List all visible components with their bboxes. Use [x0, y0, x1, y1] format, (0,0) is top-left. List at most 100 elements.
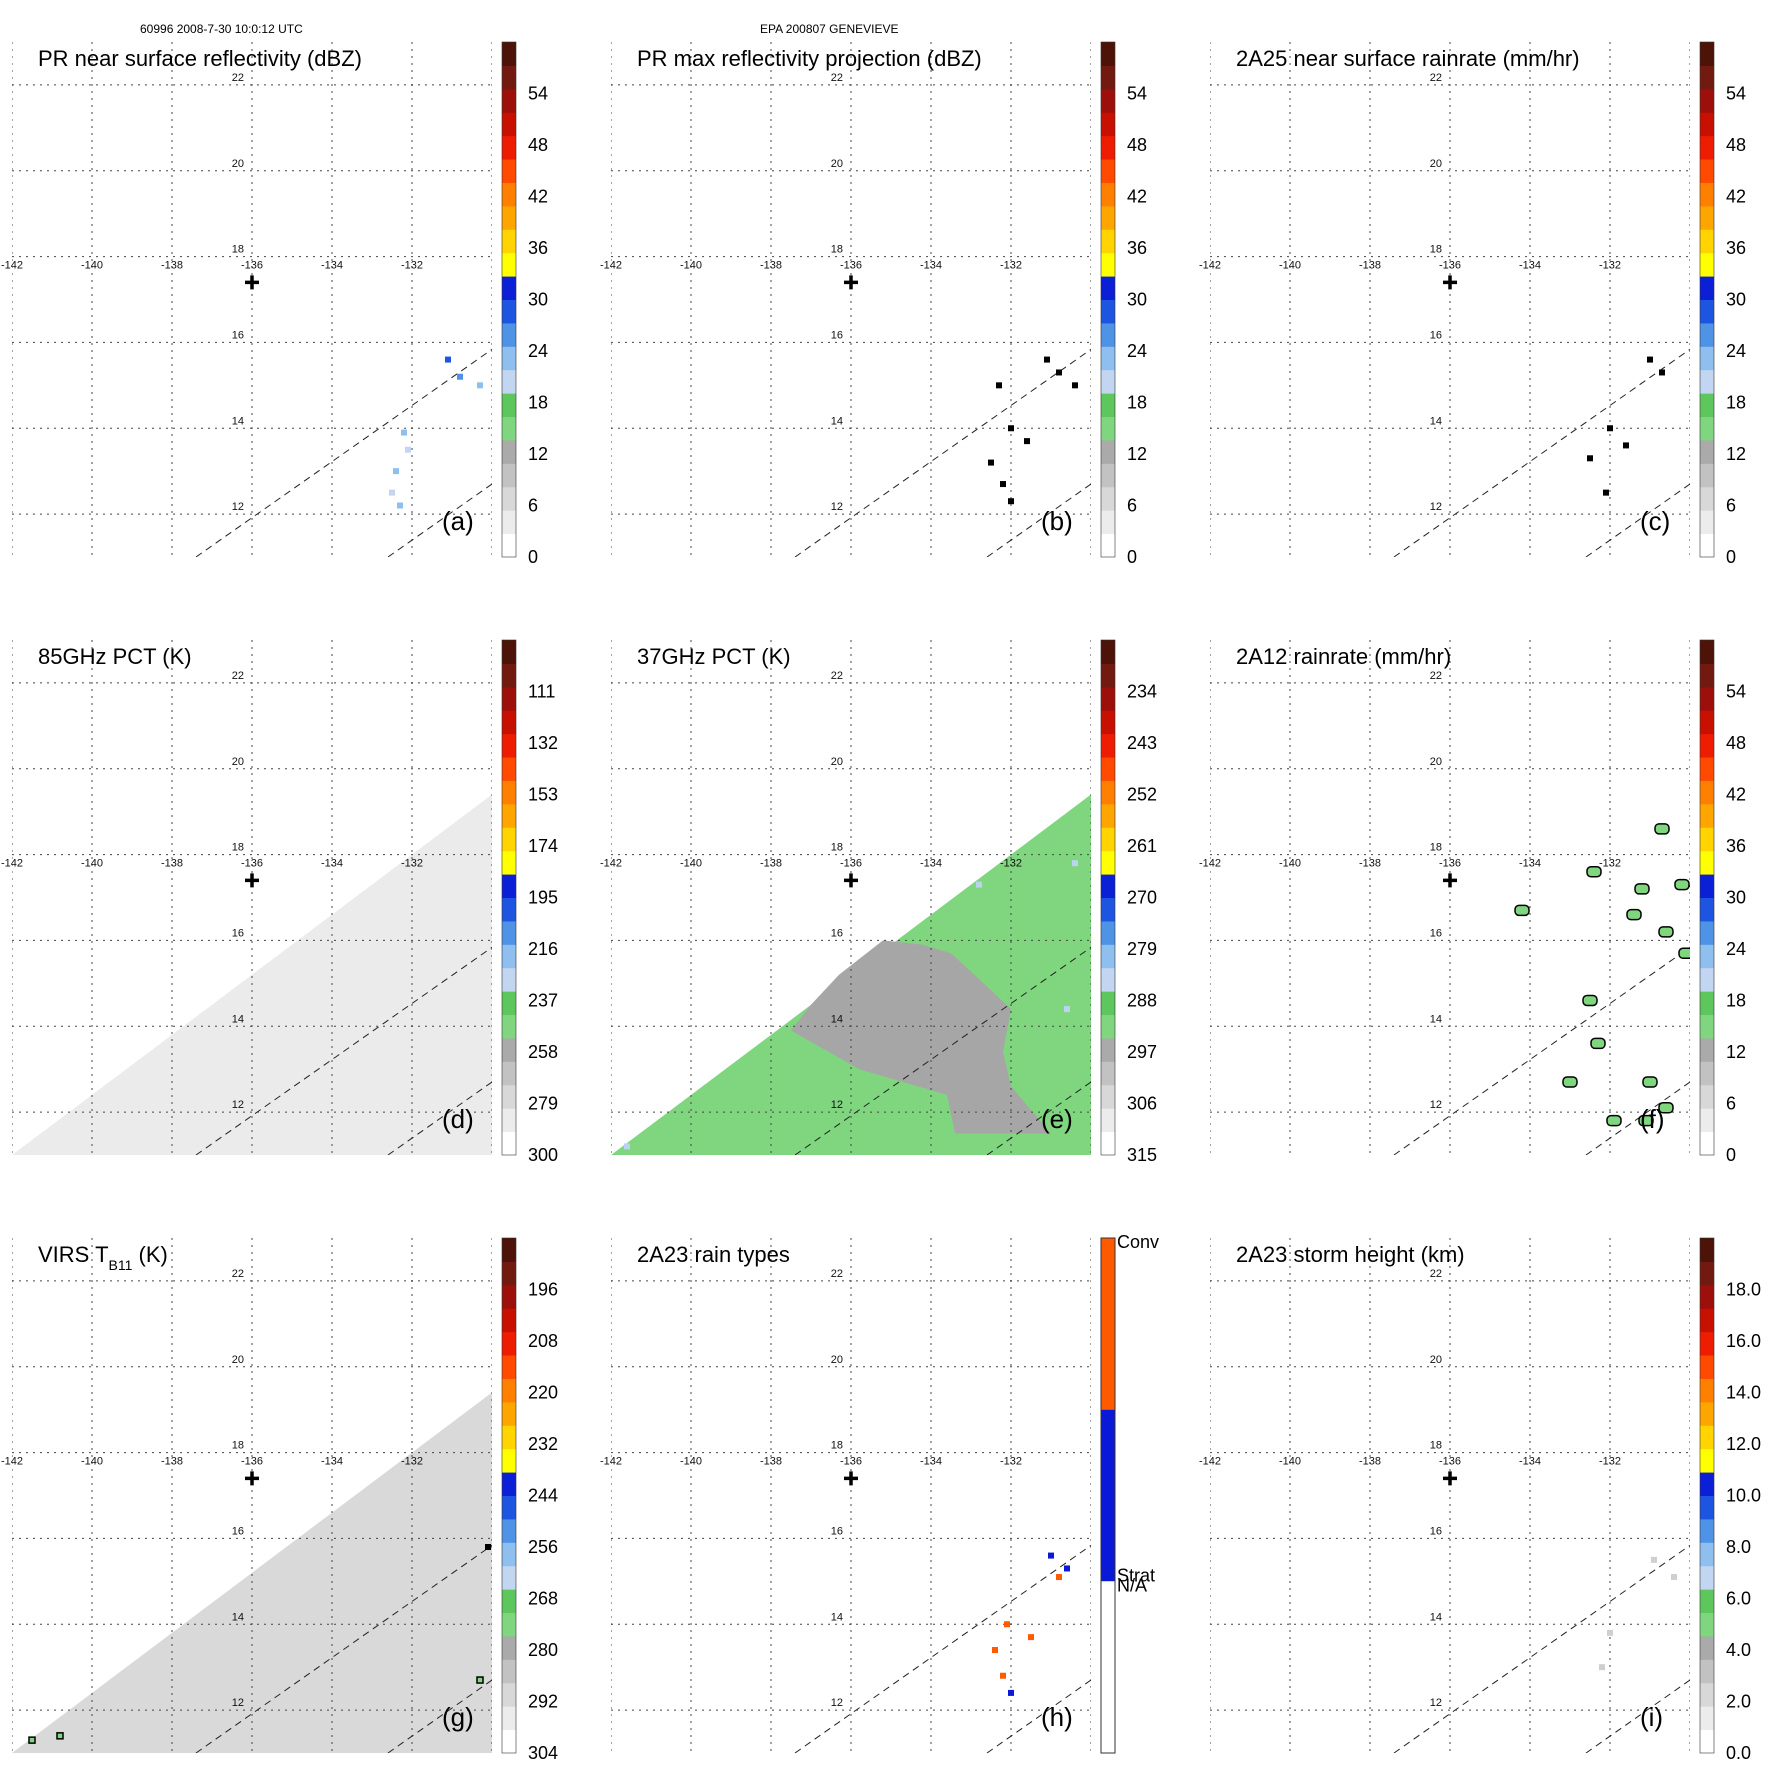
- lon-tick-label: -138: [161, 1455, 183, 1467]
- rain-cell: [1647, 356, 1653, 363]
- colorbar-label: 237: [528, 991, 558, 1011]
- map-area: [1210, 640, 1690, 1155]
- rain-cell: [1024, 438, 1030, 445]
- colorbar-segment: [1700, 1589, 1714, 1614]
- rain-cell: [1671, 1574, 1677, 1581]
- colorbar-segment: [1101, 182, 1115, 207]
- colorbar-label: 24: [1726, 341, 1746, 361]
- colorbar-segment: [1700, 1261, 1714, 1286]
- lon-tick-label: -140: [1279, 259, 1301, 271]
- colorbar-segment: [1101, 757, 1115, 781]
- lon-tick-label: -140: [1279, 1455, 1301, 1467]
- colorbar-segment: [1700, 1308, 1714, 1333]
- colorbar-label: 268: [528, 1589, 558, 1609]
- colorbar-segment: [1700, 874, 1714, 898]
- rain-cell: [1064, 1565, 1070, 1572]
- colorbar-label: 244: [528, 1486, 558, 1506]
- lat-tick-label: 14: [232, 1013, 244, 1025]
- panel-letter: (a): [442, 506, 474, 536]
- lon-tick-label: -136: [840, 1455, 862, 1467]
- colorbar-segment: [1101, 322, 1115, 347]
- colorbar-segment: [502, 1061, 516, 1086]
- rain-cell: [1048, 1552, 1054, 1559]
- colorbar-label: 18: [528, 393, 548, 413]
- colorbar-segment: [1101, 393, 1115, 418]
- lat-tick-label: 22: [1430, 1268, 1442, 1280]
- panel-letter: (c): [1640, 506, 1670, 536]
- colorbar-label: 270: [1127, 888, 1157, 908]
- rain-cell: [1658, 926, 1674, 938]
- lat-tick-label: 22: [831, 670, 843, 682]
- colorbar-label: 18.0: [1726, 1280, 1761, 1300]
- colorbar-segment: [502, 1706, 516, 1731]
- tmi-swath: [12, 1392, 492, 1753]
- lon-tick-label: -134: [1519, 259, 1541, 271]
- colorbar-label: 297: [1127, 1042, 1157, 1062]
- rain-cell: [1606, 1114, 1622, 1127]
- colorbar-label: 36: [1726, 836, 1746, 856]
- rain-cell: [445, 356, 451, 363]
- lon-tick-label: -142: [1, 857, 23, 869]
- lat-tick-label: 12: [232, 501, 244, 513]
- lat-tick-label: 16: [831, 927, 843, 939]
- colorbar-segment: [1101, 369, 1115, 394]
- colorbar-label: 36: [1726, 238, 1746, 258]
- colorbar-label: 196: [528, 1280, 558, 1300]
- colorbar-segment: [1700, 1472, 1714, 1496]
- storm-center-marker: [245, 275, 259, 290]
- rain-cell: [1044, 356, 1050, 363]
- colorbar-segment: [1101, 88, 1115, 113]
- colorbar-segment: [502, 640, 516, 664]
- colorbar-segment: [1700, 88, 1714, 113]
- rain-cell: [56, 1732, 64, 1740]
- panel-title: VIRS TB11 (K): [38, 1242, 168, 1273]
- colorbar-label: 111: [528, 682, 555, 702]
- storm-center-marker: [1443, 873, 1457, 888]
- colorbar-segment: [502, 920, 516, 945]
- colorbar-segment: [502, 205, 516, 230]
- lon-tick-label: -138: [161, 259, 183, 271]
- lon-tick-label: -134: [1519, 857, 1541, 869]
- colorbar-segment: [502, 1589, 516, 1614]
- colorbar-segment: [1700, 1448, 1714, 1473]
- colorbar-segment: [1700, 1565, 1714, 1590]
- rain-cell: [1072, 382, 1078, 389]
- colorbar-segment: [1700, 1037, 1714, 1062]
- colorbar-label: 42: [1127, 187, 1147, 207]
- colorbar-label: 12.0: [1726, 1434, 1761, 1454]
- colorbar-segment: [1101, 229, 1115, 254]
- colorbar-label: 174: [528, 836, 558, 856]
- map-area: [12, 640, 492, 1155]
- colorbar-segment: [1700, 1108, 1714, 1133]
- colorbar-label: 153: [528, 785, 558, 805]
- lon-tick-label: -142: [1, 1455, 23, 1467]
- colorbar-label: 54: [1127, 84, 1147, 104]
- lat-tick-label: 14: [232, 1611, 244, 1623]
- colorbar-frame: [1699, 1237, 1715, 1754]
- colorbar-segment: [502, 1635, 516, 1660]
- colorbar-frame: [1699, 41, 1715, 558]
- rain-cell: [992, 1647, 998, 1653]
- rain-cell: [1562, 1076, 1578, 1088]
- colorbar-segment: [1700, 439, 1714, 464]
- colorbar-frame: [501, 41, 517, 558]
- colorbar-label: 6.0: [1726, 1589, 1751, 1609]
- colorbar-label: 234: [1127, 682, 1157, 702]
- colorbar-label: 261: [1127, 836, 1157, 856]
- rain-cell: [1638, 1114, 1654, 1127]
- lon-tick-label: -140: [81, 1455, 103, 1467]
- panel-letter: (f): [1640, 1104, 1665, 1134]
- lat-tick-label: 18: [831, 842, 843, 854]
- rain-cell: [1008, 425, 1014, 432]
- lon-tick-label: -140: [1279, 857, 1301, 869]
- pr-swath-edge: [195, 1544, 492, 1753]
- colorbar-segment: [1101, 252, 1115, 277]
- lon-tick-label: -142: [1, 259, 23, 271]
- colorbar-segment: [1101, 967, 1115, 992]
- lon-tick-label: -140: [680, 259, 702, 271]
- lon-tick-label: -140: [680, 857, 702, 869]
- colorbar-label: 24: [1127, 341, 1147, 361]
- panel-letter: (d): [442, 1104, 474, 1134]
- colorbar-segment: [1101, 1238, 1115, 1410]
- colorbar-segment: [1700, 252, 1714, 277]
